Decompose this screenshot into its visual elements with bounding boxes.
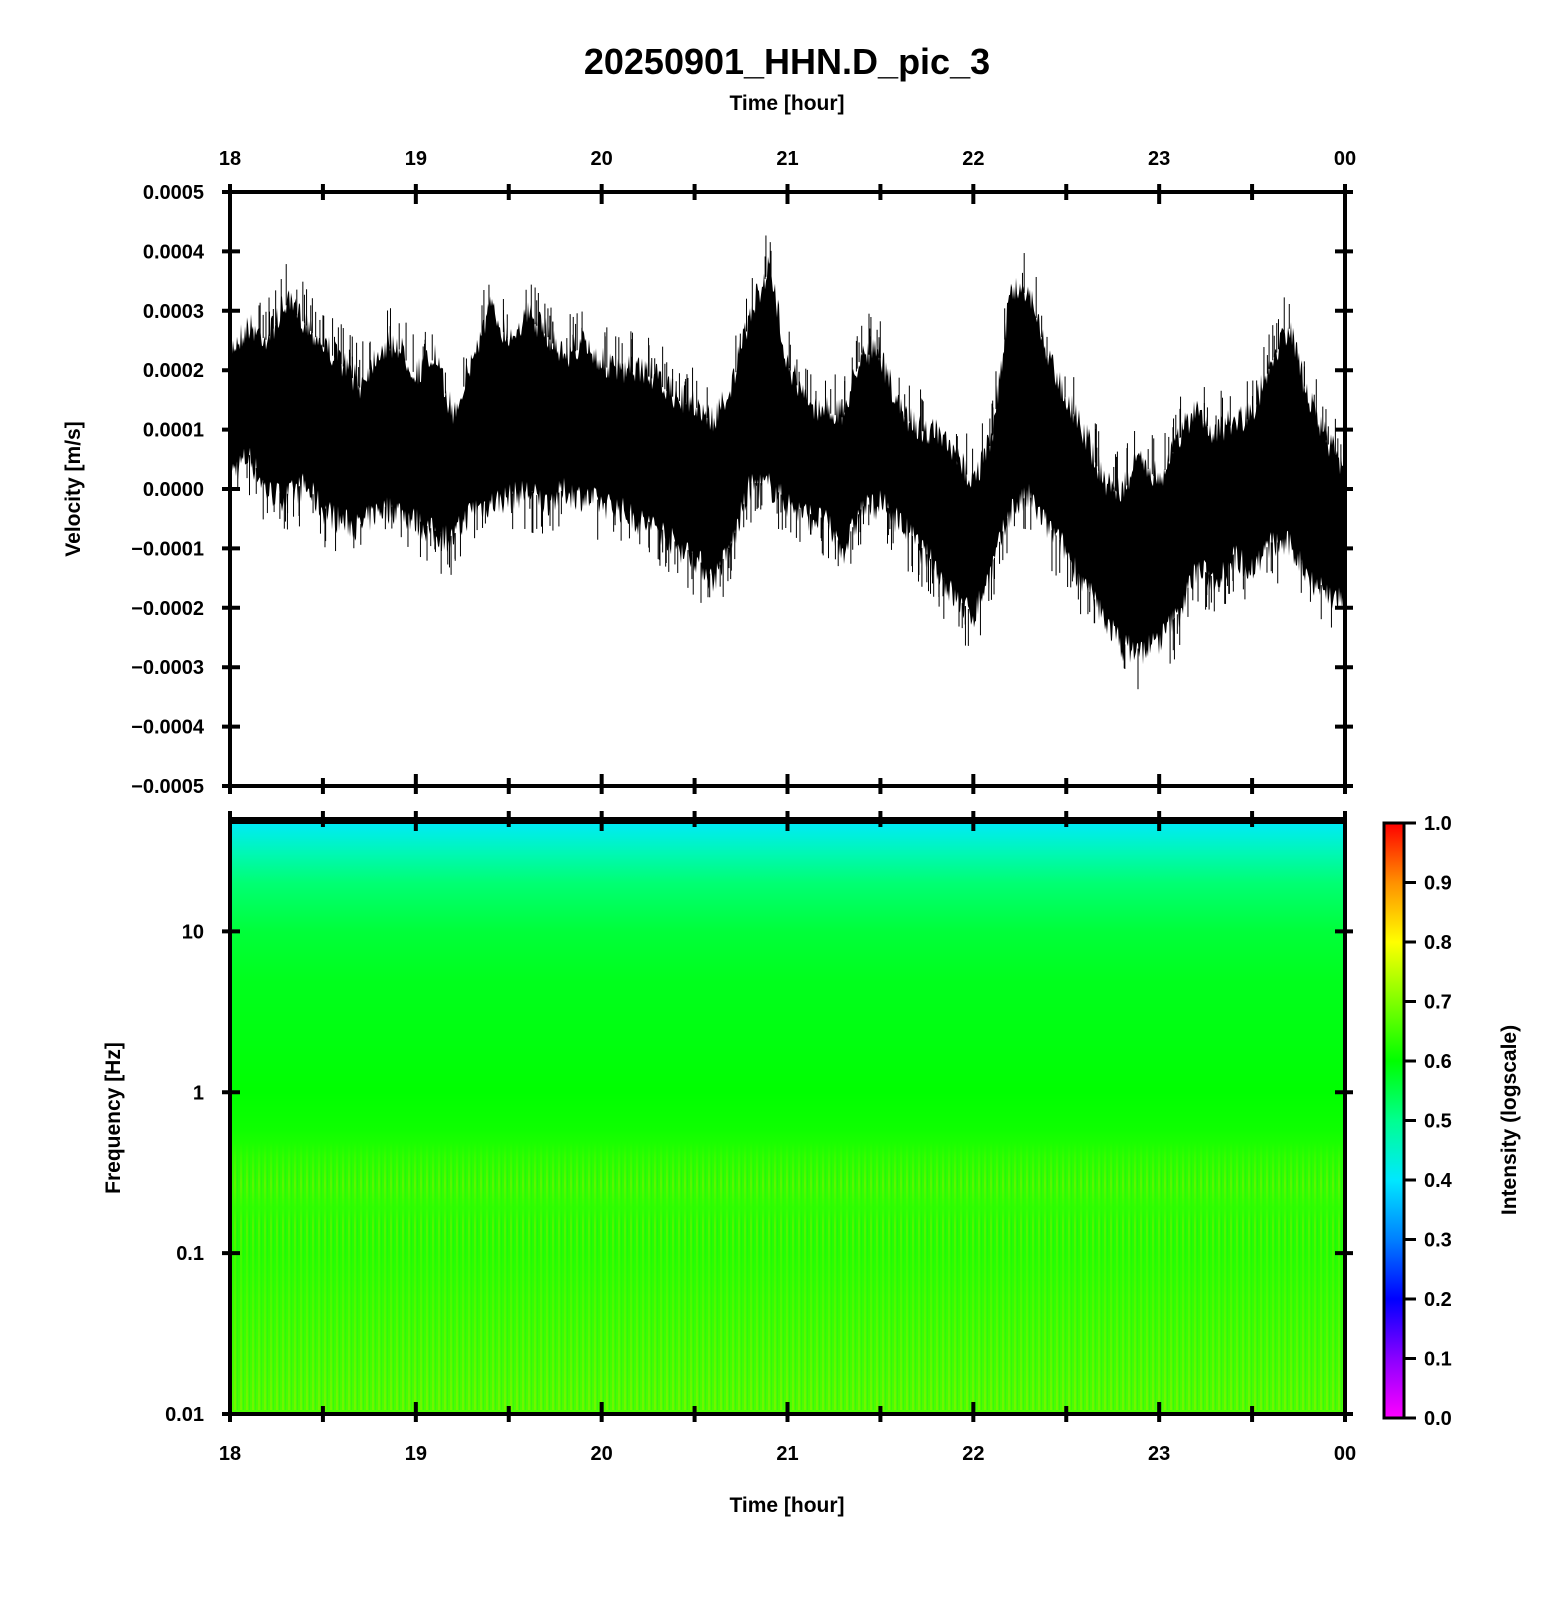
- spectrogram-panel: 18 19 20 21 22 23 00 10 1 0.1 0.01 Frequency [Hz]…: [102, 811, 1356, 1517]
- velocity-y-tick-label: 0.0002: [143, 360, 204, 382]
- top-x-tick-label: 21: [776, 148, 798, 170]
- colorbar-tick-label: 1.0: [1424, 813, 1452, 835]
- colorbar-gradient: [1382, 821, 1406, 1420]
- top-x-axis-title: Time [hour]: [729, 92, 844, 115]
- colorbar: 0.0 0.1 0.2 0.3 0.4 0.5 0.6 0.7 0.8 0.9 1.0 Intens…: [1382, 813, 1521, 1430]
- spectrogram-y-axis-title: Frequency [Hz]: [102, 1042, 125, 1194]
- top-x-tick-label: 00: [1334, 148, 1356, 170]
- spectrogram-texture: [230, 819, 1345, 1414]
- bottom-x-tick-label: 23: [1148, 1443, 1170, 1465]
- frequency-y-tick-label: 0.01: [165, 1404, 204, 1426]
- velocity-y-axis-title: Velocity [m/s]: [62, 421, 85, 556]
- bottom-x-tick-label: 22: [962, 1443, 984, 1465]
- top-x-tick-label: 23: [1148, 148, 1170, 170]
- colorbar-ticks: 0.0 0.1 0.2 0.3 0.4 0.5 0.6 0.7 0.8 0.9 1.0: [1404, 813, 1453, 1430]
- colorbar-tick-label: 0.3: [1424, 1230, 1452, 1252]
- colorbar-tick-label: 0.5: [1424, 1111, 1452, 1133]
- colorbar-tick-label: 0.9: [1424, 873, 1452, 895]
- bottom-x-tick-label: 18: [219, 1443, 241, 1465]
- velocity-panel: 18 19 20 21 22 23 00 0.00050.00040.00030.00020…: [62, 148, 1356, 798]
- colorbar-tick-label: 0.6: [1424, 1051, 1452, 1073]
- bottom-x-tick-label: 20: [591, 1443, 613, 1465]
- velocity-waveform: [230, 256, 1345, 665]
- colorbar-tick-label: 0.1: [1424, 1349, 1452, 1371]
- velocity-y-tick-label: 0.0003: [143, 301, 204, 323]
- top-x-tick-label: 19: [405, 148, 427, 170]
- velocity-y-tick-label: 0.0001: [143, 420, 204, 442]
- frequency-y-tick-label: 10: [182, 921, 204, 943]
- velocity-y-tick-label: −0.0004: [131, 717, 205, 739]
- velocity-y-tick-label: −0.0005: [131, 776, 204, 798]
- velocity-y-tick-label: −0.0003: [131, 657, 204, 679]
- top-x-tick-label: 20: [591, 148, 613, 170]
- bottom-x-tick-label: 21: [776, 1443, 798, 1465]
- velocity-waveform-spikes: [230, 235, 1345, 690]
- frequency-y-tick-label: 1: [193, 1082, 204, 1104]
- velocity-y-tick-label: 0.0005: [143, 182, 204, 204]
- frequency-y-tick-label: 0.1: [176, 1243, 204, 1265]
- bottom-x-tick-label: 19: [405, 1443, 427, 1465]
- colorbar-tick-label: 0.8: [1424, 932, 1452, 954]
- velocity-y-tick-label: 0.0004: [143, 241, 205, 263]
- colorbar-title: Intensity (logscale): [1498, 1025, 1521, 1215]
- colorbar-tick-label: 0.2: [1424, 1289, 1452, 1311]
- spectrogram-y-ticks: 10 1 0.1 0.01: [165, 921, 1353, 1426]
- colorbar-tick-label: 0.0: [1424, 1408, 1452, 1430]
- velocity-y-ticks: 0.0005 0.0004 0.0003 0.0002 0.0001 0.0000 −0.0…: [131, 182, 1353, 798]
- colorbar-tick-label: 0.4: [1424, 1170, 1453, 1192]
- spectrogram-x-ticks: 18 19 20 21 22 23 00: [219, 811, 1356, 1465]
- velocity-y-tick-label: 0.0000: [143, 479, 204, 501]
- velocity-x-ticks: 18 19 20 21 22 23 00: [219, 148, 1356, 794]
- chart-title: 20250901_HHN.D_pic_3: [584, 41, 990, 82]
- velocity-y-tick-label: −0.0001: [131, 538, 204, 560]
- bottom-x-tick-label: 00: [1334, 1443, 1356, 1465]
- velocity-y-tick-label: −0.0002: [131, 598, 204, 620]
- top-x-tick-label: 22: [962, 148, 984, 170]
- bottom-x-axis-title: Time [hour]: [729, 1494, 844, 1517]
- top-x-tick-label: 18: [219, 148, 241, 170]
- colorbar-tick-label: 0.7: [1424, 992, 1452, 1014]
